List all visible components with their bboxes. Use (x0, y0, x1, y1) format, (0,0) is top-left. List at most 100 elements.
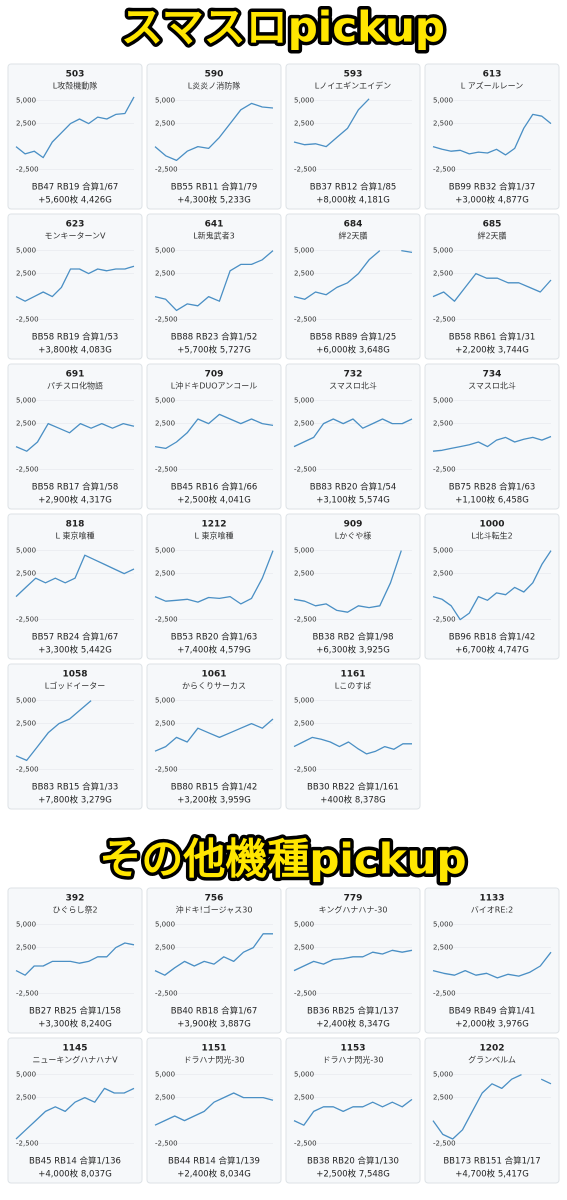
y-tick-label: -2,500 (294, 1140, 317, 1148)
y-tick-label: 5,000 (433, 247, 453, 255)
chart-title: 709 (205, 370, 224, 380)
stats-line: +3,900枚 3,887G (177, 1019, 251, 1030)
y-tick-label: 2,500 (16, 944, 36, 952)
y-tick-label: -2,500 (433, 1140, 456, 1148)
chart-title: 1202 (479, 1044, 504, 1054)
y-tick-label: -2,500 (155, 766, 178, 774)
chart-title: 732 (344, 370, 363, 380)
card-bg (424, 363, 560, 510)
y-tick-label: 2,500 (155, 570, 175, 578)
stats-line: +6,700枚 4,747G (455, 645, 529, 656)
y-tick-label: 5,000 (155, 247, 175, 255)
line-series (432, 272, 552, 302)
chart-subtitle: ドラハナ閃光-30 (184, 1055, 245, 1065)
y-tick-label: 2,500 (433, 120, 453, 128)
y-tick-label: 5,000 (16, 247, 36, 255)
y-tick-label: 2,500 (155, 420, 175, 428)
line-series (293, 550, 402, 613)
chart-subtitle: パチスロ化物語 (47, 381, 103, 391)
y-tick-label: -2,500 (16, 616, 39, 624)
y-tick-label: 2,500 (294, 1094, 314, 1102)
y-tick-label: 5,000 (16, 1071, 36, 1079)
stats-line: +3,300枚 8,240G (38, 1019, 112, 1030)
chart-subtitle: L 東京喰種 (56, 531, 95, 541)
stats-line: BB57 RB24 合算1/67 (32, 632, 119, 643)
stats-line: BB75 RB28 合算1/63 (449, 482, 536, 493)
stats-line: BB96 RB18 合算1/42 (449, 632, 536, 643)
line-series (15, 422, 135, 452)
card-bg (424, 213, 560, 360)
card-bg (424, 887, 560, 1034)
stats-line: BB49 RB49 合算1/41 (449, 1006, 536, 1017)
y-tick-label: 2,500 (294, 420, 314, 428)
line-series (15, 1087, 135, 1140)
chart-subtitle: Lかぐや様 (335, 531, 371, 541)
stats-line: +2,900枚 4,317G (38, 495, 112, 506)
chart-title: 641 (205, 220, 224, 230)
chart-title: 613 (483, 70, 502, 80)
stats-line: +2,000枚 3,976G (455, 1019, 529, 1030)
chart-title: 623 (66, 220, 85, 230)
stats-line: +8,000枚 4,181G (316, 195, 390, 206)
stats-line: +7,800枚 3,279G (38, 795, 112, 806)
card-bg (285, 1037, 421, 1184)
stats-line: BB44 RB14 合算1/139 (168, 1156, 260, 1167)
stats-line: +4,300枚 5,233G (177, 195, 251, 206)
card-bg (7, 887, 143, 1034)
chart-title: 1161 (340, 670, 365, 680)
card-bg (424, 513, 560, 660)
line-series (154, 718, 274, 752)
line-series (432, 550, 552, 621)
stats-line: +6,300枚 3,925G (316, 645, 390, 656)
chart-title: 503 (66, 70, 85, 80)
chart-subtitle: L 東京喰種 (195, 531, 234, 541)
y-tick-label: 5,000 (294, 1071, 314, 1079)
stats-line: BB36 RB25 合算1/137 (307, 1006, 399, 1017)
line-series (15, 96, 135, 159)
chart-card: 623 モンキーターンV 5,000 2,500 -2,500 BB58 RB19 合算1… (7, 213, 143, 360)
chart-subtitle: L炎炎ノ消防隊 (188, 81, 240, 91)
y-tick-label: 5,000 (155, 697, 175, 705)
stats-line: BB83 RB15 合算1/33 (32, 782, 119, 793)
y-tick-label: 2,500 (433, 570, 453, 578)
chart-title: 684 (344, 220, 363, 230)
y-tick-label: -2,500 (155, 466, 178, 474)
chart-subtitle: Lゴッドイーター (45, 681, 105, 691)
chart-subtitle: ひぐらし祭2 (52, 905, 97, 915)
y-tick-label: 2,500 (433, 270, 453, 278)
y-tick-label: -2,500 (16, 990, 39, 998)
chart-subtitle: グランベルム (468, 1055, 516, 1065)
y-tick-label: 2,500 (433, 420, 453, 428)
chart-subtitle: L アズールレーン (461, 81, 524, 91)
y-tick-label: 5,000 (16, 397, 36, 405)
line-series (293, 1098, 413, 1126)
y-tick-label: 2,500 (155, 270, 175, 278)
card-bg (285, 63, 421, 210)
stats-line: BB30 RB22 合算1/161 (307, 782, 399, 793)
chart-title: 1133 (479, 894, 504, 904)
card-bg (285, 213, 421, 360)
card-bg (7, 363, 143, 510)
card-bg (146, 213, 282, 360)
y-tick-label: -2,500 (433, 316, 456, 324)
y-tick-label: 5,000 (294, 97, 314, 105)
stats-line: +400枚 8,378G (320, 795, 385, 806)
line-series (293, 736, 412, 755)
chart-title: 1153 (340, 1044, 365, 1054)
line-series (154, 250, 274, 312)
stats-line: +2,400枚 8,347G (316, 1019, 390, 1030)
chart-title: 1061 (201, 670, 226, 680)
chart-subtitle: キングハナハナ-30 (319, 905, 388, 915)
y-tick-label: -2,500 (155, 990, 178, 998)
y-tick-label: 2,500 (16, 720, 36, 728)
y-tick-label: 5,000 (155, 97, 175, 105)
stats-line: BB58 RB89 合算1/25 (310, 332, 397, 343)
